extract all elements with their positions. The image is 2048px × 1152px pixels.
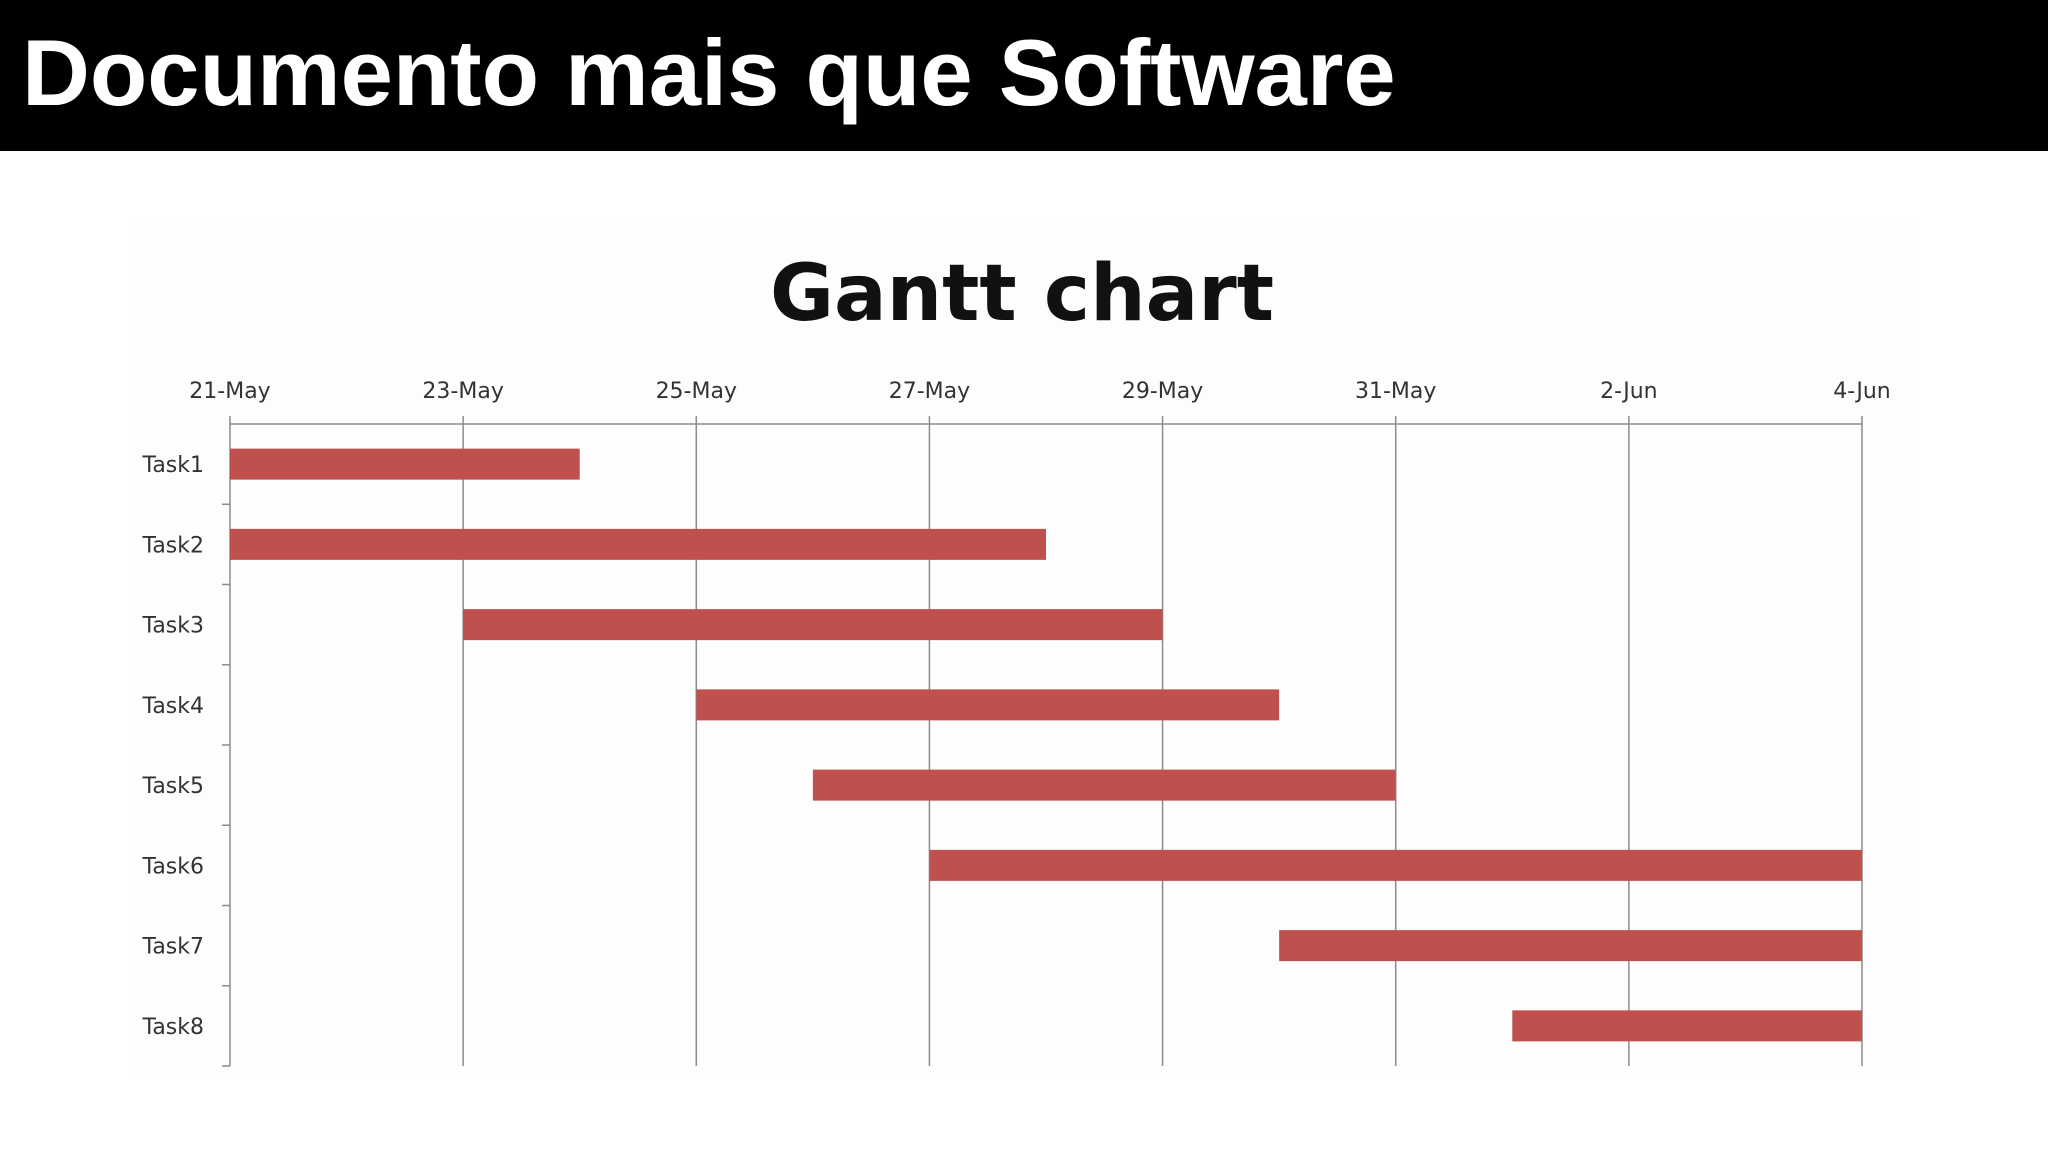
task-labels: Task1 Task2 Task3 Task4 Task5 Task6 Task7 Task8 xyxy=(142,453,204,1040)
task-label: Task8 xyxy=(142,1015,204,1040)
task-bars xyxy=(230,448,1862,1042)
task-bar-task3 xyxy=(463,609,1163,641)
task-label: Task3 xyxy=(142,614,204,639)
chart-title: Gantt chart xyxy=(770,249,1274,339)
x-tick-label: 25-May xyxy=(656,379,737,404)
task-bar-task5 xyxy=(812,769,1396,801)
task-bar-task6 xyxy=(929,849,1862,881)
task-bar-task4 xyxy=(696,689,1280,721)
task-label: Task4 xyxy=(142,694,204,719)
task-label: Task1 xyxy=(142,453,204,478)
task-bar-task7 xyxy=(1279,930,1862,962)
x-tick-label: 4-Jun xyxy=(1833,379,1891,404)
task-label: Task5 xyxy=(142,774,204,799)
x-tick-labels: 21-May 23-May 25-May 27-May 29-May 31-May 2-Ju… xyxy=(189,379,1890,404)
gridlines xyxy=(462,424,1863,1066)
header-bar: Documento mais que Software xyxy=(0,0,2048,151)
task-label: Task6 xyxy=(142,854,204,879)
x-tick-label: 29-May xyxy=(1122,379,1203,404)
axes xyxy=(222,416,1863,1067)
x-tick-label: 31-May xyxy=(1355,379,1436,404)
page-title: Documento mais que Software xyxy=(22,20,1396,125)
task-bar-task1 xyxy=(230,448,580,480)
x-tick-label: 21-May xyxy=(189,379,270,404)
task-bar-task2 xyxy=(230,528,1046,560)
x-tick-label: 27-May xyxy=(889,379,970,404)
x-tick-label: 2-Jun xyxy=(1600,379,1658,404)
task-label: Task2 xyxy=(142,533,204,558)
task-bar-task8 xyxy=(1512,1010,1862,1042)
x-tick-label: 23-May xyxy=(422,379,503,404)
task-label: Task7 xyxy=(142,935,204,960)
